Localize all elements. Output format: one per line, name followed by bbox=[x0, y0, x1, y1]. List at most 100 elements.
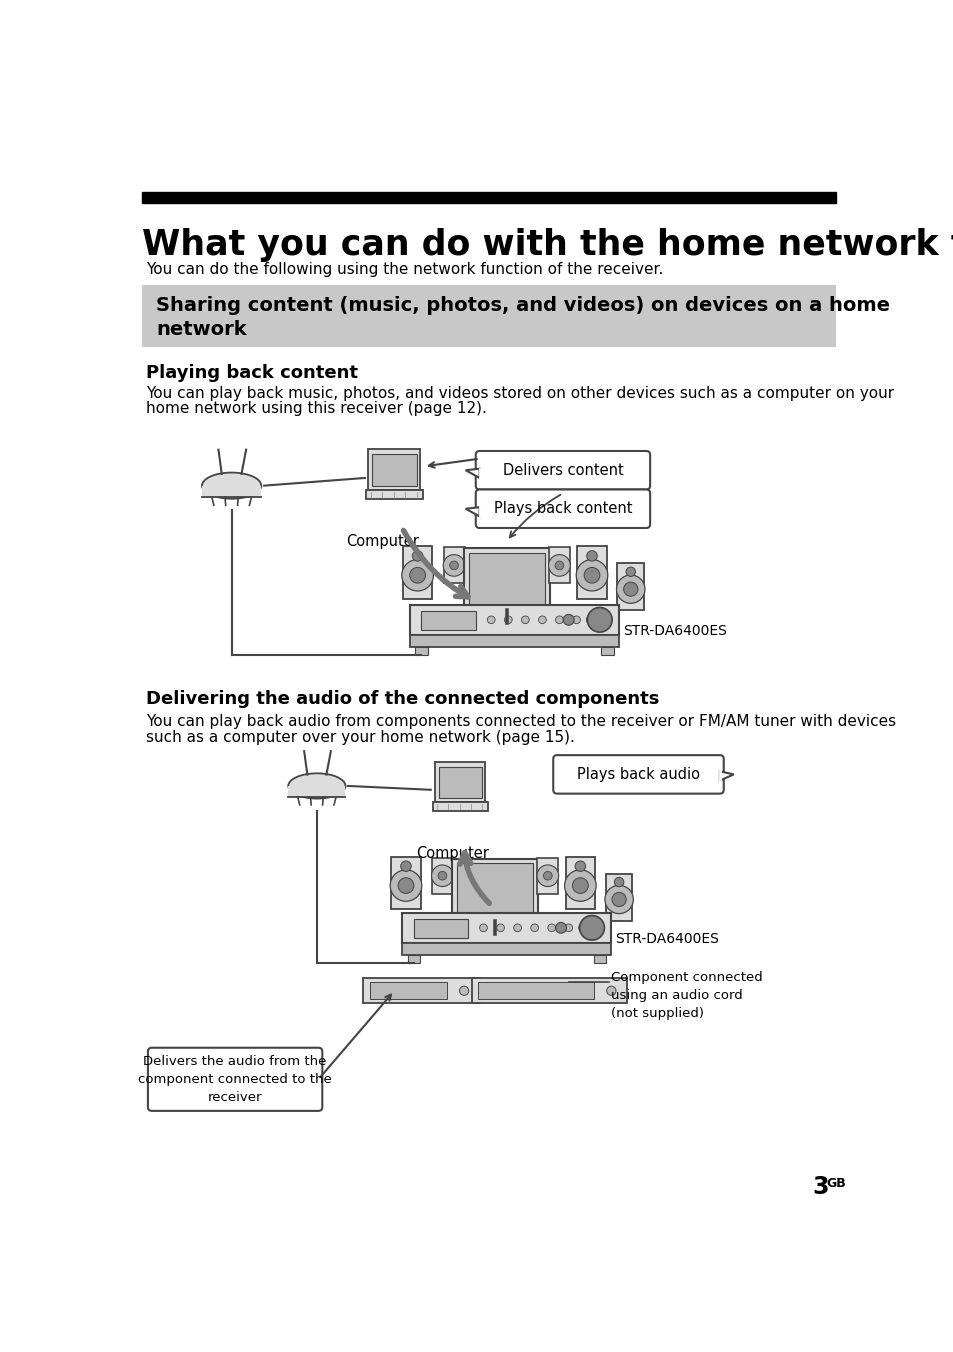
Text: Component connected
using an audio cord
(not supplied): Component connected using an audio cord … bbox=[611, 971, 762, 1019]
Circle shape bbox=[555, 561, 563, 569]
Circle shape bbox=[572, 877, 588, 894]
Circle shape bbox=[604, 886, 633, 914]
Circle shape bbox=[449, 561, 458, 569]
Text: such as a computer over your home network (page 15).: such as a computer over your home networ… bbox=[146, 730, 575, 745]
Bar bbox=[468, 553, 544, 606]
Circle shape bbox=[390, 869, 421, 902]
Circle shape bbox=[479, 923, 487, 932]
Bar bbox=[410, 635, 618, 648]
Circle shape bbox=[530, 923, 537, 932]
Text: Delivering the audio of the connected components: Delivering the audio of the connected co… bbox=[146, 690, 659, 707]
Circle shape bbox=[443, 554, 464, 576]
Bar bbox=[407, 956, 419, 963]
Circle shape bbox=[397, 877, 414, 894]
Text: Delivers the audio from the
component connected to the
receiver: Delivers the audio from the component co… bbox=[138, 1055, 332, 1103]
Circle shape bbox=[572, 617, 579, 623]
Bar bbox=[565, 857, 595, 909]
Bar bbox=[372, 454, 416, 487]
Circle shape bbox=[513, 923, 521, 932]
Circle shape bbox=[614, 877, 623, 887]
Ellipse shape bbox=[202, 473, 261, 499]
Circle shape bbox=[606, 986, 616, 995]
Circle shape bbox=[583, 568, 599, 583]
Circle shape bbox=[401, 560, 433, 591]
Circle shape bbox=[400, 861, 411, 872]
Bar bbox=[288, 786, 345, 798]
Circle shape bbox=[575, 861, 585, 872]
Bar bbox=[421, 611, 476, 630]
Circle shape bbox=[537, 617, 546, 623]
Bar bbox=[605, 873, 632, 921]
Bar bbox=[577, 546, 606, 599]
Circle shape bbox=[625, 566, 635, 576]
Circle shape bbox=[555, 922, 566, 933]
FancyBboxPatch shape bbox=[432, 802, 487, 811]
Bar bbox=[432, 857, 453, 894]
Text: STR-DA6400ES: STR-DA6400ES bbox=[622, 625, 726, 638]
Bar bbox=[472, 979, 626, 1003]
Polygon shape bbox=[465, 507, 479, 516]
Circle shape bbox=[587, 607, 612, 633]
Circle shape bbox=[555, 617, 562, 623]
Text: Playing back content: Playing back content bbox=[146, 364, 358, 383]
FancyBboxPatch shape bbox=[476, 452, 649, 489]
FancyBboxPatch shape bbox=[553, 756, 723, 794]
Circle shape bbox=[564, 869, 596, 902]
Bar bbox=[142, 285, 835, 347]
Bar bbox=[369, 983, 447, 999]
Polygon shape bbox=[720, 771, 733, 780]
Bar bbox=[548, 548, 569, 584]
Circle shape bbox=[409, 568, 425, 583]
Bar bbox=[452, 859, 537, 921]
Circle shape bbox=[562, 614, 574, 625]
FancyBboxPatch shape bbox=[148, 1048, 322, 1111]
Circle shape bbox=[579, 915, 604, 940]
Bar bbox=[410, 604, 618, 634]
Text: 3: 3 bbox=[812, 1175, 828, 1199]
Text: home network using this receiver (page 12).: home network using this receiver (page 1… bbox=[146, 402, 487, 416]
Circle shape bbox=[437, 872, 446, 880]
Text: Computer: Computer bbox=[346, 534, 418, 549]
Circle shape bbox=[548, 554, 570, 576]
Text: You can play back audio from components connected to the receiver or FM/AM tuner: You can play back audio from components … bbox=[146, 714, 896, 729]
Bar bbox=[537, 857, 558, 894]
Circle shape bbox=[616, 575, 644, 603]
Circle shape bbox=[537, 865, 558, 887]
Circle shape bbox=[412, 550, 422, 561]
Circle shape bbox=[623, 583, 638, 596]
Text: Sharing content (music, photos, and videos) on devices on a home: Sharing content (music, photos, and vide… bbox=[156, 296, 889, 315]
Text: Plays back audio: Plays back audio bbox=[577, 767, 700, 781]
Bar bbox=[414, 919, 468, 938]
Bar bbox=[600, 648, 613, 654]
Bar bbox=[402, 546, 432, 599]
Text: Delivers content: Delivers content bbox=[502, 462, 622, 477]
Bar bbox=[463, 548, 549, 610]
Bar bbox=[142, 192, 835, 203]
Circle shape bbox=[431, 865, 453, 887]
Circle shape bbox=[497, 923, 504, 932]
Bar bbox=[391, 857, 420, 909]
Bar bbox=[438, 767, 481, 798]
Bar bbox=[402, 913, 611, 942]
Ellipse shape bbox=[288, 773, 345, 799]
Bar bbox=[402, 944, 611, 956]
Circle shape bbox=[586, 614, 597, 625]
Text: You can play back music, photos, and videos stored on other devices such as a co: You can play back music, photos, and vid… bbox=[146, 385, 894, 400]
Bar bbox=[617, 564, 643, 610]
Circle shape bbox=[576, 560, 607, 591]
Circle shape bbox=[521, 617, 529, 623]
Bar bbox=[478, 933, 511, 937]
Bar bbox=[490, 623, 522, 626]
Circle shape bbox=[543, 872, 552, 880]
Circle shape bbox=[459, 986, 468, 995]
Bar bbox=[477, 983, 594, 999]
Bar bbox=[456, 863, 533, 917]
Bar bbox=[202, 485, 261, 498]
Bar bbox=[415, 648, 427, 654]
Circle shape bbox=[564, 923, 572, 932]
FancyBboxPatch shape bbox=[435, 763, 485, 802]
Text: GB: GB bbox=[826, 1178, 845, 1190]
Circle shape bbox=[586, 550, 597, 561]
Polygon shape bbox=[465, 469, 479, 479]
Text: Plays back content: Plays back content bbox=[493, 502, 632, 516]
